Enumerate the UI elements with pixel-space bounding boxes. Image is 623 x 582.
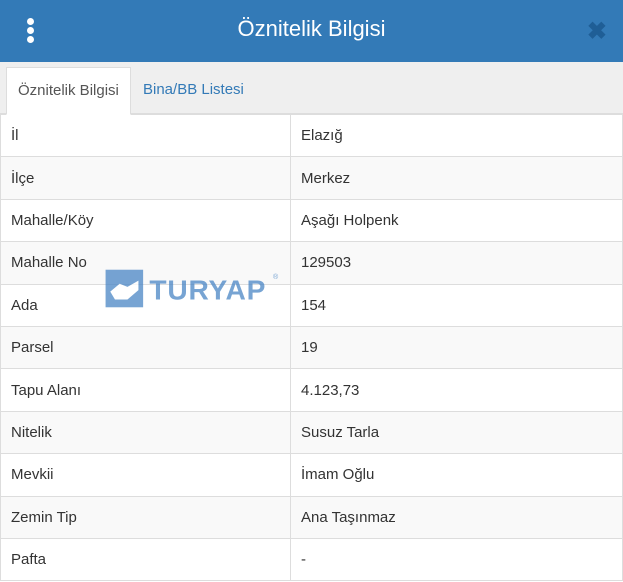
table-row: İl Elazığ bbox=[0, 113, 623, 158]
row-label: Zemin Tip bbox=[0, 495, 291, 539]
row-value: Elazığ bbox=[290, 113, 623, 158]
tab-oznitelik-bilgisi[interactable]: Öznitelik Bilgisi bbox=[6, 67, 131, 115]
table-row: Nitelik Susuz Tarla bbox=[0, 410, 623, 455]
row-label: Ada bbox=[0, 283, 291, 327]
table-row: Mahalle/Köy Aşağı Holpenk bbox=[0, 198, 623, 243]
table-row: Mahalle No 129503 bbox=[0, 241, 623, 285]
row-value: Merkez bbox=[290, 156, 623, 200]
row-label: İlçe bbox=[0, 156, 291, 200]
table-row: Mevkii İmam Oğlu bbox=[0, 453, 623, 497]
row-value: 129503 bbox=[290, 241, 623, 285]
row-label: Pafta bbox=[0, 537, 291, 582]
table-row: İlçe Merkez bbox=[0, 156, 623, 200]
table-row: Parsel 19 bbox=[0, 325, 623, 370]
row-label: Nitelik bbox=[0, 410, 291, 455]
table-row: Pafta - bbox=[0, 537, 623, 582]
row-label: Mahalle/Köy bbox=[0, 198, 291, 243]
row-label: Parsel bbox=[0, 325, 291, 370]
row-label: İl bbox=[0, 113, 291, 158]
row-value: 154 bbox=[290, 283, 623, 327]
tab-bina-bb-listesi[interactable]: Bina/BB Listesi bbox=[143, 81, 244, 98]
tab-bar: Öznitelik Bilgisi Bina/BB Listesi bbox=[0, 62, 623, 115]
row-value: Ana Taşınmaz bbox=[290, 495, 623, 539]
table-row: Tapu Alanı 4.123,73 bbox=[0, 368, 623, 412]
table-row: Ada 154 bbox=[0, 283, 623, 327]
vertical-dots-icon[interactable] bbox=[24, 18, 36, 44]
row-value: 19 bbox=[290, 325, 623, 370]
row-value: İmam Oğlu bbox=[290, 453, 623, 497]
dialog-title: Öznitelik Bilgisi bbox=[237, 16, 386, 41]
dialog-header: Öznitelik Bilgisi ✖ bbox=[0, 0, 623, 62]
row-label: Mahalle No bbox=[0, 241, 291, 285]
row-label: Mevkii bbox=[0, 453, 291, 497]
row-value: Susuz Tarla bbox=[290, 410, 623, 455]
row-label: Tapu Alanı bbox=[0, 368, 291, 412]
row-value: - bbox=[290, 537, 623, 582]
table-row: Zemin Tip Ana Taşınmaz bbox=[0, 495, 623, 539]
row-value: Aşağı Holpenk bbox=[290, 198, 623, 243]
row-value: 4.123,73 bbox=[290, 368, 623, 412]
close-icon[interactable]: ✖ bbox=[586, 18, 607, 45]
attribute-table: İl Elazığ İlçe Merkez Mahalle/Köy Aşağı Holpe… bbox=[0, 113, 623, 582]
